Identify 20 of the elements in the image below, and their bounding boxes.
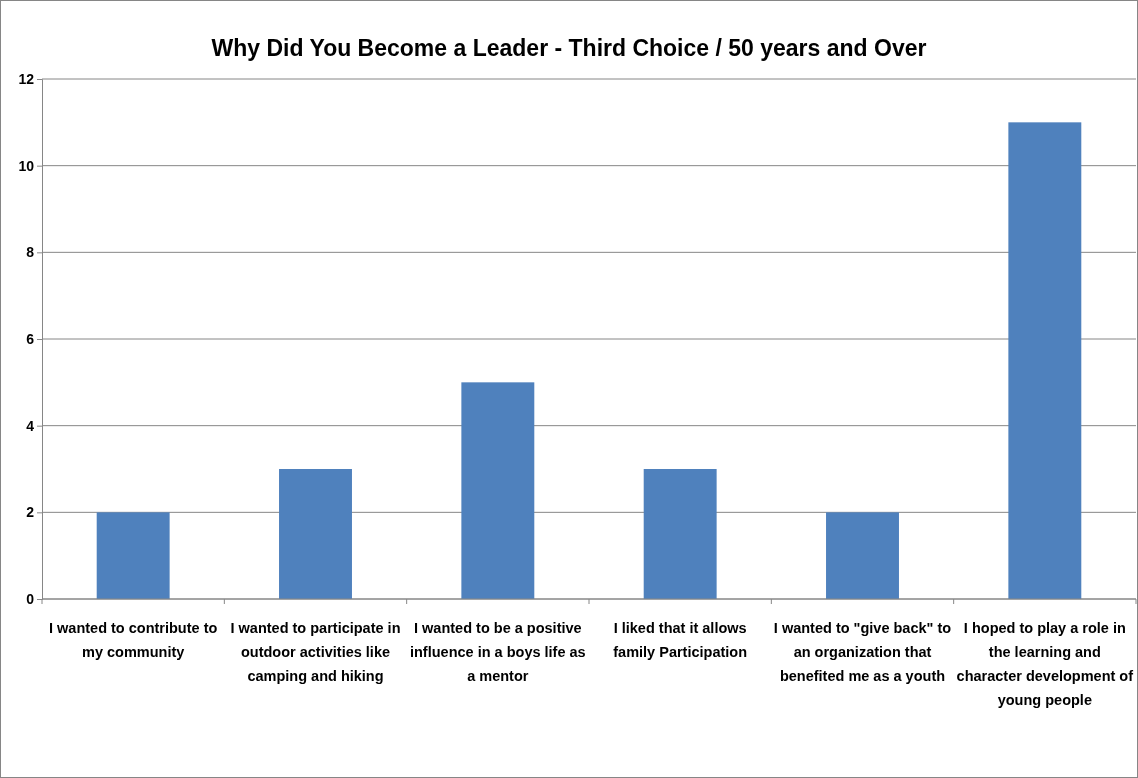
x-tick-label: I hoped to play a role in the learning and character development of young people: [956, 620, 1134, 708]
y-tick-label: 8: [26, 244, 35, 261]
bar: [96, 512, 170, 599]
y-tick-label: 12: [18, 70, 35, 87]
bar: [461, 382, 535, 599]
bar: [1008, 122, 1082, 599]
x-tick-label: I wanted to participate in outdoor activities like camping and hiking: [230, 620, 401, 684]
chart-title: Why Did You Become a Leader - Third Choice / 50 years and Over: [211, 35, 927, 61]
y-tick-label: 0: [26, 590, 35, 607]
y-tick-label: 4: [26, 417, 35, 434]
x-tick-label: I wanted to be a positive influence in a boys life as a mentor: [410, 620, 586, 684]
y-tick-label: 2: [26, 504, 35, 521]
bar: [279, 469, 352, 599]
x-tick-label: I wanted to "give back" to an organization that benefited me as a youth: [773, 620, 952, 684]
bar: [826, 512, 899, 599]
bar: [643, 469, 717, 599]
y-tick-label: 6: [26, 330, 35, 347]
x-tick-label: I wanted to contribute to my community: [48, 620, 218, 660]
y-tick-label: 10: [18, 157, 35, 174]
x-tick-label: I liked that it allows family Participation: [613, 620, 748, 660]
